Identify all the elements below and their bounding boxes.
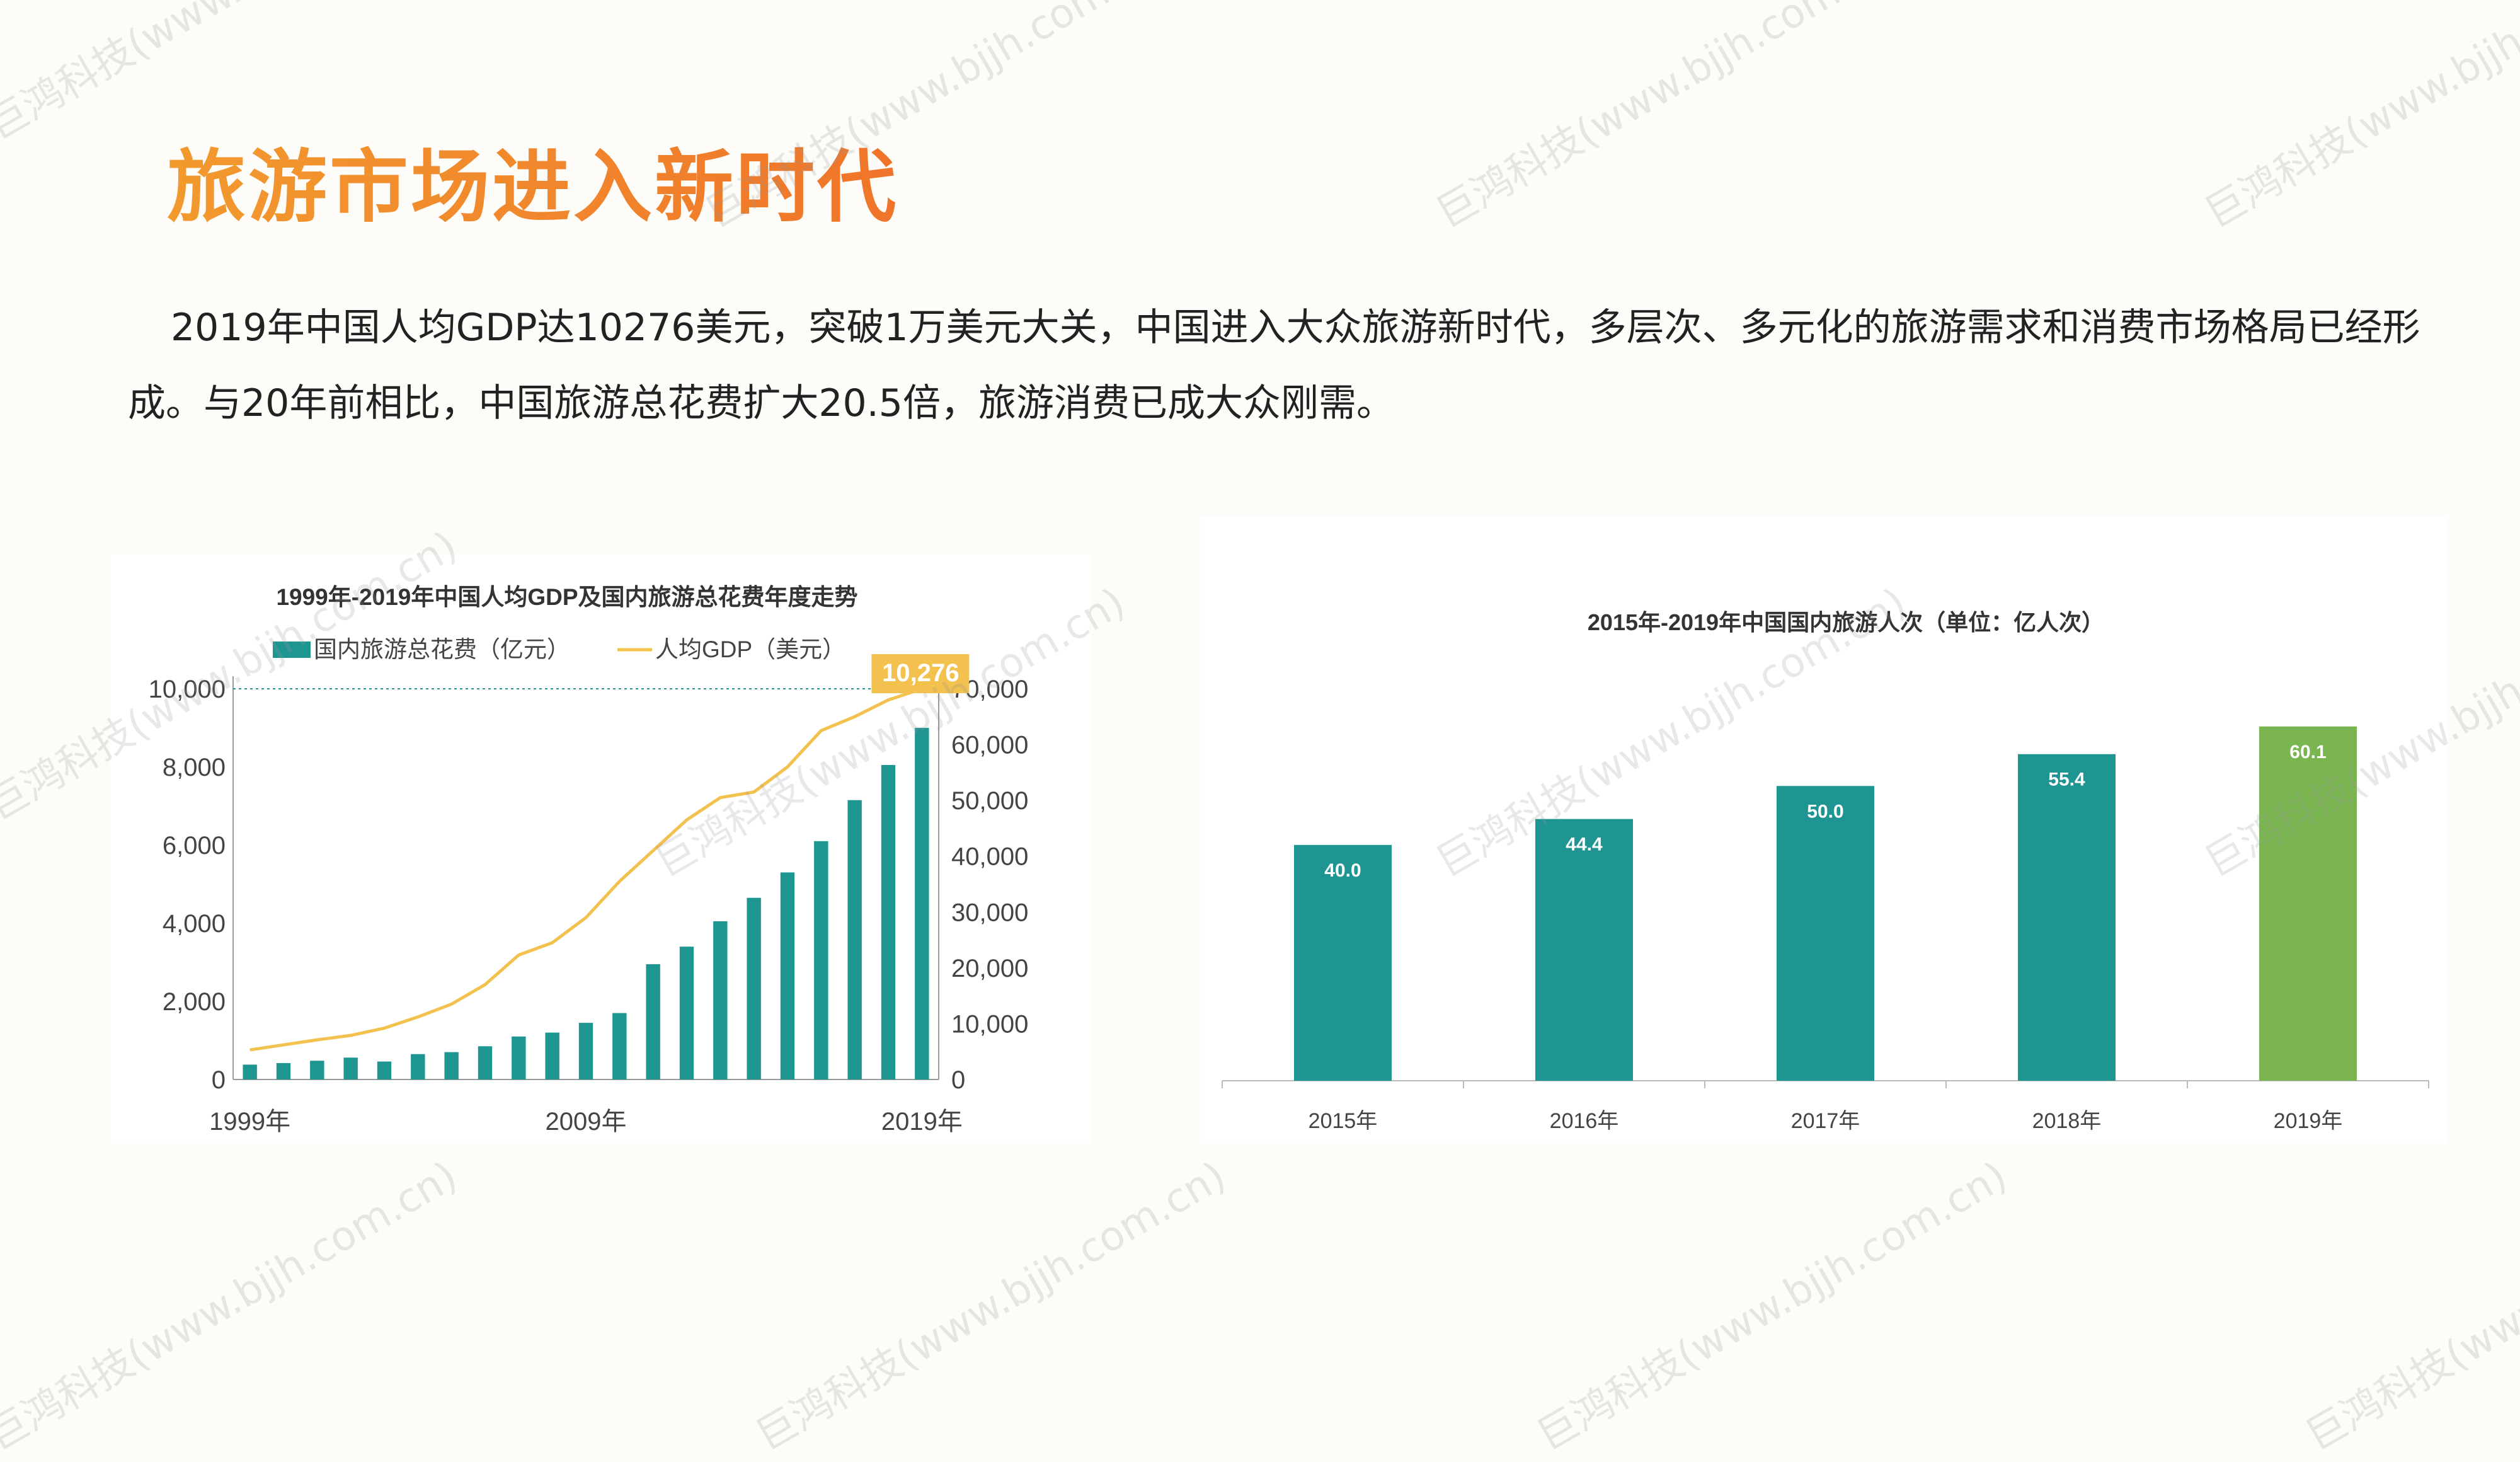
bar [276,1062,291,1079]
left-tick-label: 8,000 [163,754,226,781]
bar [847,800,862,1079]
legend-line-label: 人均GDP（美元） [655,636,845,662]
bar [713,921,728,1079]
watermark-text: 巨鸿科技(www.bjjh.com.cn) [748,1153,1234,1461]
bar [512,1036,526,1079]
right-tick-label: 10,000 [951,1010,1028,1038]
bar [646,964,660,1079]
watermark-text: 巨鸿科技(www.bjjh.com.cn) [1529,1153,2015,1461]
bar-value-label: 50.0 [1807,801,1843,822]
left-tick-label: 0 [212,1066,226,1094]
chart-title: 1999年-2019年中国人均GDP及国内旅游总花费年度走势 [276,584,857,610]
bar-value-label: 44.4 [1566,834,1603,855]
gdp-series-line [249,687,923,1052]
axes: 0 2,000 4,000 6,000 8,000 10,000 0 10,000 20,000… [149,676,1029,1136]
left-tick-label: 4,000 [163,910,226,938]
bar-value-label: 60.1 [2289,742,2326,763]
bar [612,1013,627,1079]
legend-bar-label: 国内旅游总花费（亿元） [314,636,570,662]
bar [1294,844,1392,1081]
legend-bar-swatch [273,642,311,658]
annotation-label: 10,276 [882,659,959,687]
bar [377,1061,392,1079]
x-tick-label: 2016年 [1550,1109,1619,1133]
bars: 40.0 44.4 50.0 55.4 60.1 [1294,726,2357,1081]
bar [747,897,761,1079]
left-tick-label: 2,000 [163,988,226,1016]
right-tick-label: 0 [951,1066,965,1094]
bar [1535,819,1633,1081]
legend: 国内旅游总花费（亿元） 人均GDP（美元） [273,636,845,662]
bar [411,1054,425,1079]
bar [2259,726,2357,1081]
x-tick-label: 1999年 [209,1108,290,1136]
bar [2018,754,2116,1081]
left-tick-label: 10,000 [149,676,226,703]
gdp-tourism-chart-panel: 1999年-2019年中国人均GDP及国内旅游总花费年度走势 国内旅游总花费（亿… [110,555,1090,1144]
axes: 2015年 2016年 2017年 2018年 2019年 [1222,1080,2429,1133]
bar-value-label: 55.4 [2048,769,2085,790]
right-tick-label: 40,000 [951,843,1028,871]
bar [1777,786,1874,1081]
x-tick-label: 2009年 [546,1108,627,1136]
domestic-trips-chart-panel: 2015年-2019年中国国内旅游人次（单位：亿人次） 2015年 2016年 20… [1200,517,2448,1144]
page-title: 旅游市场进入新时代 [167,123,898,237]
bar [310,1061,324,1079]
right-tick-label: 60,000 [951,732,1028,759]
gdp-line [249,687,923,1052]
domestic-trips-chart: 2015年-2019年中国国内旅游人次（单位：亿人次） 2015年 2016年 20… [1222,609,2429,1133]
bar [243,1064,257,1079]
bar [343,1057,358,1079]
bar [915,728,929,1079]
bar [679,947,694,1079]
bar [545,1032,559,1079]
bar-value-label: 40.0 [1324,860,1361,881]
x-tick-label: 2019年 [2274,1109,2343,1133]
chart-title: 2015年-2019年中国国内旅游人次（单位：亿人次） [1588,609,2104,635]
intro-paragraph: 2019年中国人均GDP达10276美元，突破1万美元大关，中国进入大众旅游新时… [128,290,2427,441]
bar [478,1046,493,1079]
bar [780,872,795,1079]
annotation-box [871,654,970,693]
x-tick-label: 2015年 [1309,1109,1378,1133]
right-tick-label: 50,000 [951,787,1028,815]
bar [578,1023,593,1079]
annotation: 10,276 [871,654,970,693]
bar [814,841,828,1079]
right-tick-label: 30,000 [951,899,1028,926]
bar [444,1052,459,1079]
intro-text: 2019年中国人均GDP达10276美元，突破1万美元大关，中国进入大众旅游新时… [128,306,2420,425]
bars [243,728,929,1079]
watermark-text: 巨鸿科技(www.bjjh.com.cn) [2197,0,2520,238]
gdp-tourism-chart: 1999年-2019年中国人均GDP及国内旅游总花费年度走势 国内旅游总花费（亿… [149,584,1029,1136]
x-tick-label: 2018年 [2032,1109,2102,1133]
watermark-text: 巨鸿科技(www.bjjh.com.cn) [1428,0,1915,238]
x-tick-label: 2017年 [1791,1109,1860,1133]
left-tick-label: 6,000 [163,832,226,860]
x-tick-label: 2019年 [881,1108,963,1136]
bar [881,764,896,1079]
right-tick-label: 20,000 [951,955,1028,982]
watermark-text: 巨鸿科技(www.bjjh.com.cn) [2298,1153,2520,1461]
watermark-text: 巨鸿科技(www.bjjh.com.cn) [0,1153,466,1461]
